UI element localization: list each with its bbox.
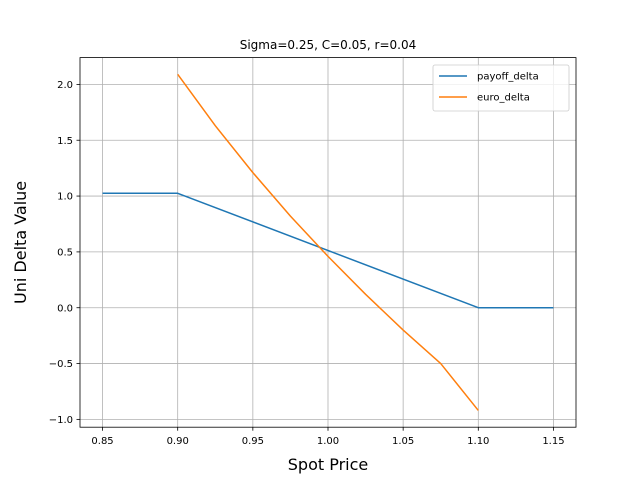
x-tick-label: 0.95 <box>242 436 264 447</box>
legend-label: payoff_delta <box>477 72 539 83</box>
chart-title: Sigma=0.25, C=0.05, r=0.04 <box>240 38 417 52</box>
x-tick-label: 1.10 <box>467 436 489 447</box>
axis-ticks: 0.85 0.90 0.95 1.00 1.05 1.10 1.15 −1.0 −0.5 0.0 0… <box>49 80 565 447</box>
x-tick-label: 1.05 <box>392 436 414 447</box>
series-line-euro-delta <box>177 73 479 411</box>
x-tick-label: 0.85 <box>91 436 113 447</box>
x-tick-label: 1.15 <box>542 436 564 447</box>
y-tick-label: 1.0 <box>57 192 73 203</box>
x-tick-label: 1.00 <box>317 436 339 447</box>
legend-label: euro_delta <box>477 93 530 104</box>
y-tick-label: −0.5 <box>49 359 73 370</box>
y-axis-label: Uni Delta Value <box>11 181 30 304</box>
x-tick-label: 0.90 <box>167 436 189 447</box>
y-tick-label: 2.0 <box>57 80 73 91</box>
y-tick-label: 1.5 <box>57 136 73 147</box>
x-axis-label: Spot Price <box>288 455 369 474</box>
y-tick-label: 0.5 <box>57 247 73 258</box>
y-tick-label: 0.0 <box>57 303 73 314</box>
legend: payoff_delta euro_delta <box>432 64 570 112</box>
y-tick-label: −1.0 <box>49 415 73 426</box>
series-line-payoff-delta <box>102 192 554 309</box>
series-lines <box>102 73 554 411</box>
